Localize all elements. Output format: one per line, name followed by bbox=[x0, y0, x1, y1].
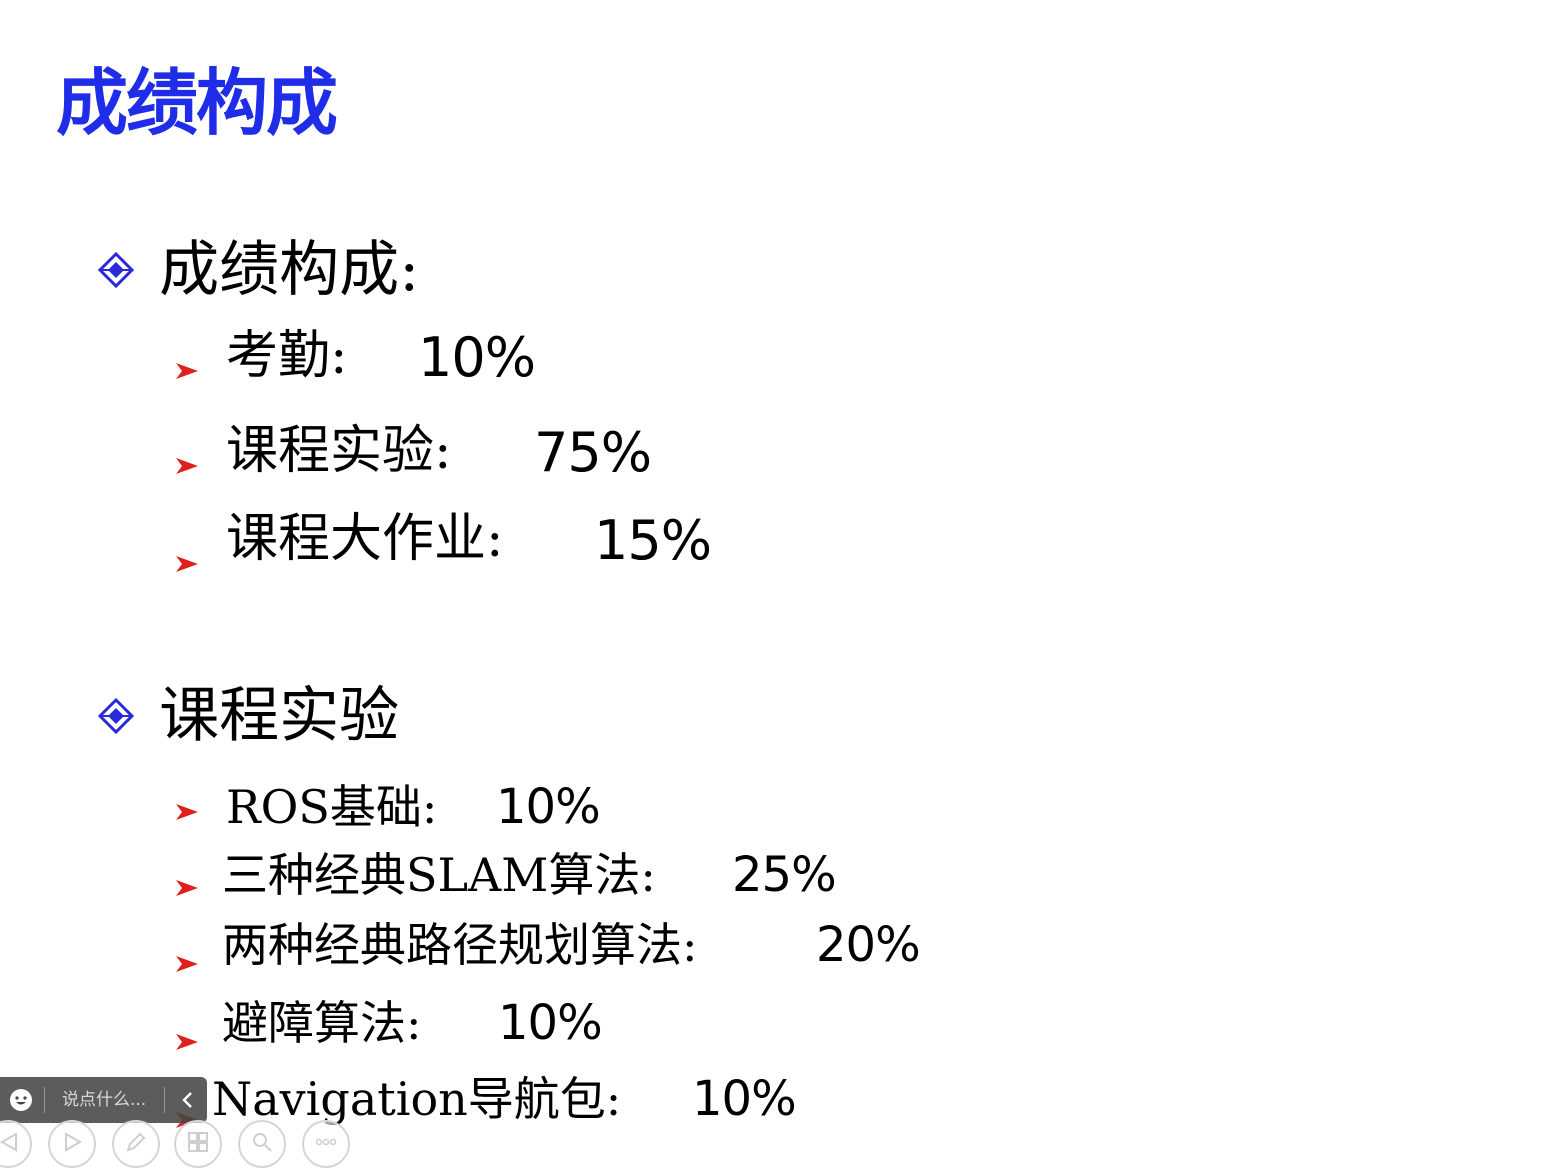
arrow-bullet-icon bbox=[176, 361, 198, 381]
item-label: ROS基础: bbox=[226, 778, 437, 836]
item-value: 10% bbox=[418, 325, 535, 391]
smiley-icon[interactable] bbox=[8, 1087, 34, 1113]
item-value: 10% bbox=[498, 994, 602, 1052]
pen-icon bbox=[124, 1130, 148, 1154]
item-value: 15% bbox=[594, 508, 711, 574]
chevron-left-icon[interactable] bbox=[177, 1087, 199, 1113]
item-value: 10% bbox=[496, 778, 600, 836]
zoom-button[interactable] bbox=[238, 1120, 286, 1168]
slide-title: 成绩构成 bbox=[56, 58, 336, 148]
arrow-bullet-icon bbox=[176, 456, 198, 476]
item-value: 75% bbox=[534, 420, 651, 486]
next-button[interactable] bbox=[48, 1120, 96, 1168]
item-label: 课程大作业: bbox=[226, 506, 504, 572]
divider bbox=[164, 1087, 165, 1113]
divider bbox=[44, 1087, 45, 1113]
section-label: 课程实验 bbox=[159, 681, 399, 751]
item-value: 25% bbox=[732, 846, 836, 904]
item-value: 10% bbox=[692, 1070, 796, 1128]
arrow-bullet-icon bbox=[176, 1032, 198, 1052]
section-grade-composition: 成绩构成: bbox=[96, 234, 419, 306]
more-icon bbox=[314, 1130, 338, 1154]
more-button[interactable] bbox=[302, 1120, 350, 1168]
slides-grid-icon bbox=[186, 1130, 210, 1154]
comment-input[interactable]: 说点什么... bbox=[62, 1089, 146, 1111]
item-label: 三种经典SLAM算法: bbox=[222, 846, 656, 904]
arrow-bullet-icon bbox=[176, 554, 198, 574]
item-label: 课程实验: bbox=[226, 418, 452, 484]
section-course-experiments: 课程实验 bbox=[96, 680, 399, 752]
item-label: 避障算法: bbox=[222, 994, 422, 1052]
arrow-bullet-icon bbox=[176, 954, 198, 974]
arrow-bullet-icon bbox=[176, 878, 198, 898]
diamond-bullet-icon bbox=[96, 696, 136, 736]
diamond-bullet-icon bbox=[96, 250, 136, 290]
previous-icon bbox=[0, 1130, 20, 1154]
section-label: 成绩构成: bbox=[159, 235, 419, 305]
zoom-icon bbox=[250, 1130, 274, 1154]
pen-button[interactable] bbox=[112, 1120, 160, 1168]
item-label: 考勤: bbox=[226, 323, 348, 389]
arrow-bullet-icon bbox=[176, 802, 198, 822]
comment-bar[interactable]: 说点什么... bbox=[0, 1077, 207, 1123]
item-label: 两种经典路径规划算法: bbox=[222, 916, 698, 974]
slides-grid-button[interactable] bbox=[174, 1120, 222, 1168]
next-icon bbox=[60, 1130, 84, 1154]
presentation-nav-bar bbox=[0, 1120, 360, 1154]
item-value: 20% bbox=[816, 916, 920, 974]
previous-button[interactable] bbox=[0, 1120, 32, 1168]
